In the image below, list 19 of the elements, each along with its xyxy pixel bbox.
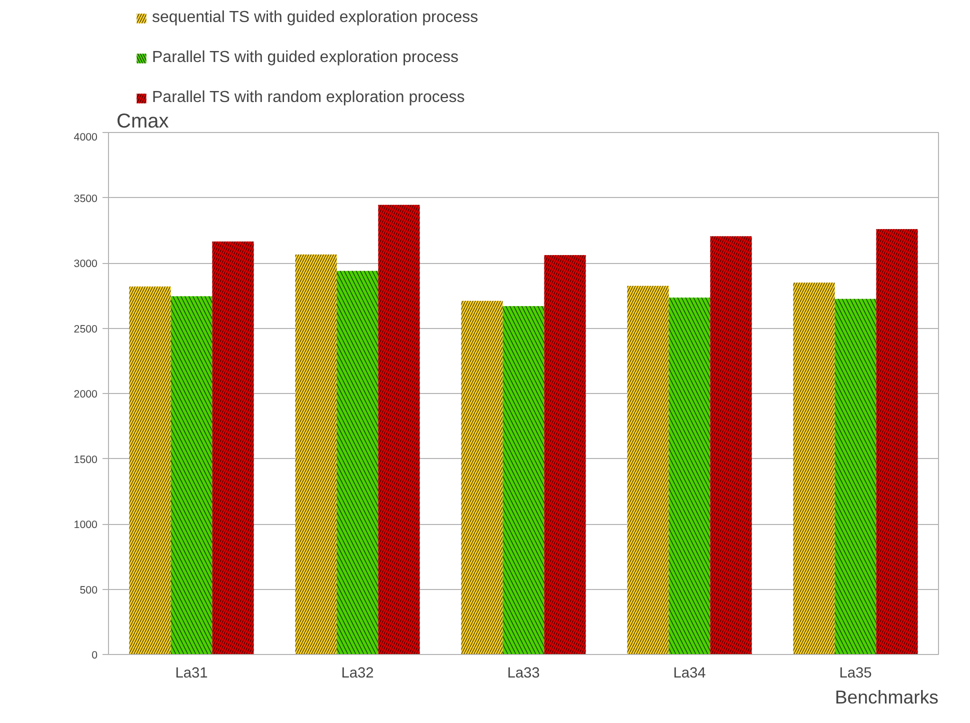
x-tick-label: La32 — [341, 666, 374, 682]
y-tick-label: 3500 — [74, 192, 98, 205]
x-tick-label: La33 — [507, 666, 540, 682]
x-tick-label: La34 — [673, 666, 706, 682]
y-tick-label: 2500 — [74, 323, 98, 336]
x-tick-label: La35 — [839, 666, 872, 682]
x-axis-title: Benchmarks — [834, 686, 939, 708]
legend-label: sequential TS with guided exploration process — [152, 9, 478, 27]
y-tick-label: 3000 — [74, 258, 98, 270]
y-tick-label: 500 — [80, 584, 98, 596]
legend-label: Parallel TS with guided exploration process — [152, 49, 459, 67]
legend-label: Parallel TS with random exploration process — [152, 89, 465, 107]
x-tick-label: La31 — [175, 666, 208, 682]
y-tick-label: 1000 — [74, 519, 98, 531]
y-tick-label: 1500 — [74, 454, 98, 466]
y-tick-label: 4000 — [74, 132, 98, 144]
y-axis-title: Cmax — [116, 110, 169, 132]
y-tick-label: 0 — [92, 650, 98, 662]
y-tick-label: 2000 — [74, 388, 98, 400]
